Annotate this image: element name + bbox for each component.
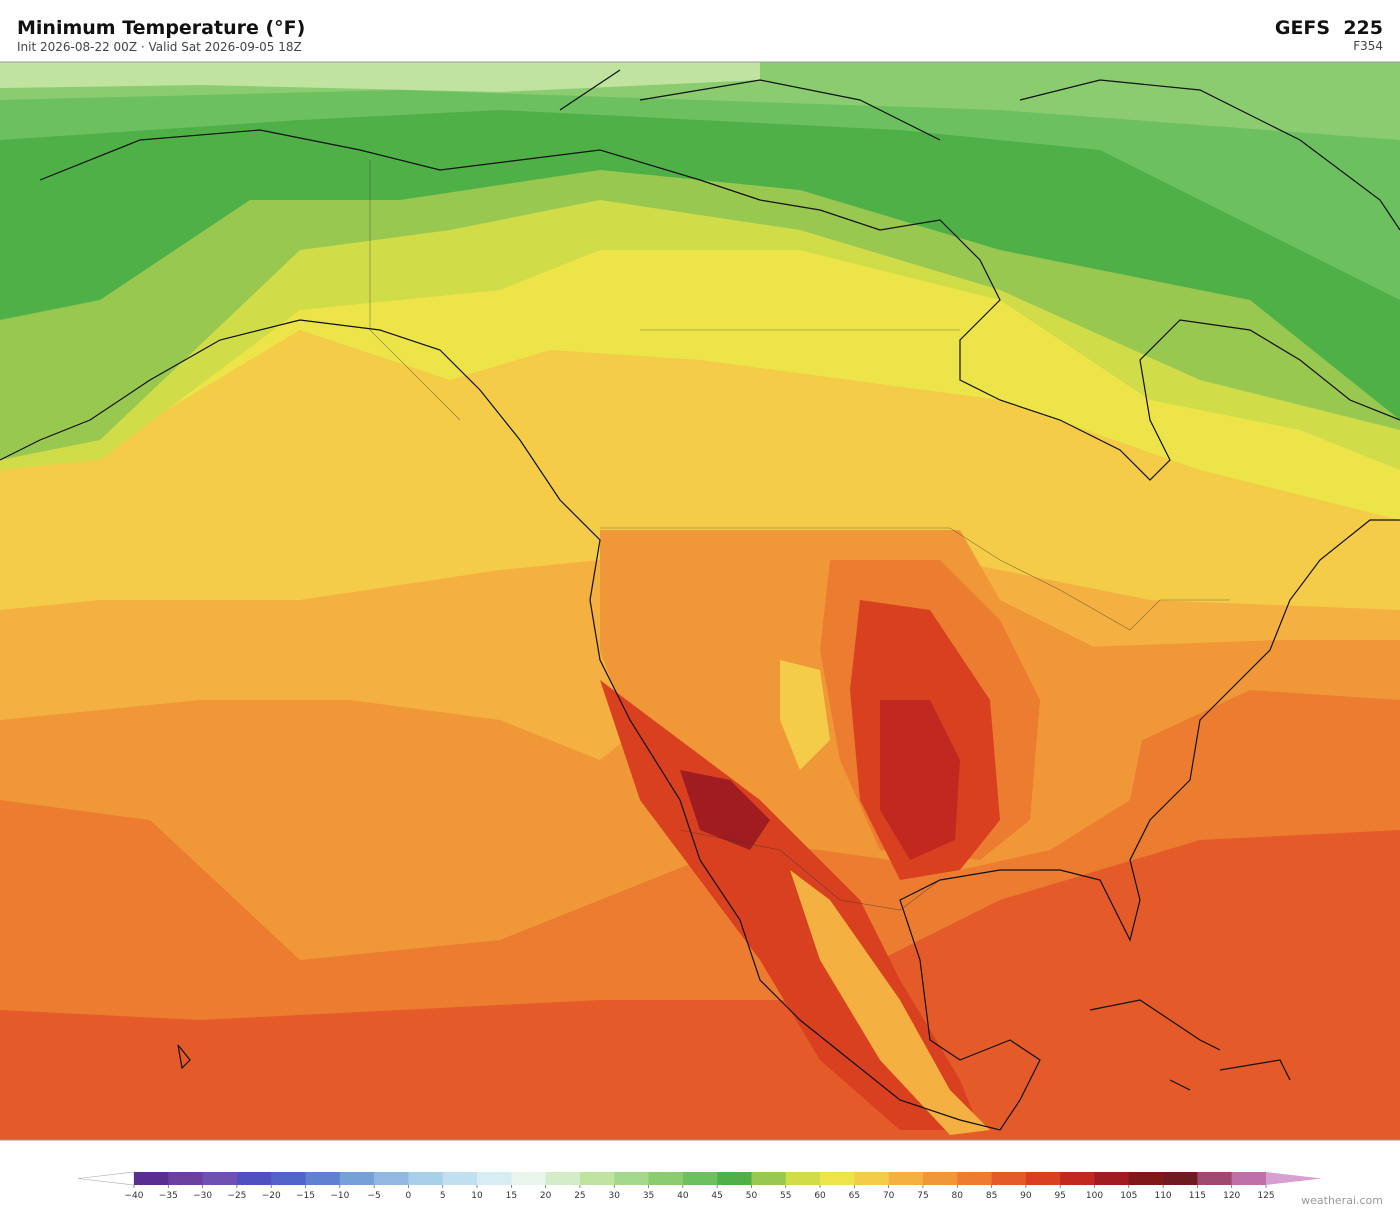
subtitle: Init 2026-08-22 00Z · Valid Sat 2026-09-… <box>17 40 302 54</box>
colorbar-segment <box>202 1172 238 1185</box>
coastline <box>0 319 1400 1131</box>
colorbar-over <box>1266 1172 1322 1185</box>
colorbar-segment <box>305 1172 341 1185</box>
coastline <box>39 129 1400 481</box>
colorbar-segment <box>648 1172 684 1185</box>
colorbar-tick-label: −40 <box>125 1191 144 1201</box>
field-band <box>0 62 760 92</box>
colorbar-segment <box>991 1172 1027 1185</box>
colorbar-segment <box>1163 1172 1198 1185</box>
colorbar-segment <box>854 1172 889 1185</box>
colorbar-segment <box>957 1172 992 1185</box>
colorbar-segment <box>922 1172 958 1185</box>
colorbar-tick-label: 55 <box>780 1191 791 1201</box>
colorbar-segment <box>1197 1172 1232 1185</box>
colorbar-tick-label: 45 <box>711 1191 722 1201</box>
field-land <box>880 700 960 860</box>
forecast-hour: F354 <box>1353 39 1383 53</box>
colorbar-tick-label: −5 <box>367 1191 380 1201</box>
field-band <box>0 62 1400 300</box>
colorbar-segment <box>1231 1172 1267 1185</box>
colorbar-segment <box>271 1172 306 1185</box>
colorbar-segment <box>888 1172 924 1185</box>
map <box>0 62 1400 1140</box>
colorbar-segment <box>1060 1172 1095 1185</box>
colorbar-tick-label: −15 <box>296 1191 315 1201</box>
colorbar-segment <box>511 1172 546 1185</box>
colorbar-tick-label: 25 <box>574 1191 585 1201</box>
coastline <box>177 999 1291 1091</box>
colorbar-tick-label: 85 <box>986 1191 997 1201</box>
watermark: weatherai.com <box>1301 1194 1383 1207</box>
colorbar-tick-label: 105 <box>1120 1191 1137 1201</box>
colorbar-segment <box>1025 1172 1061 1185</box>
border <box>369 160 1230 911</box>
colorbar-tick-label: 110 <box>1154 1191 1171 1201</box>
colorbar-tick-label: 35 <box>643 1191 654 1201</box>
colorbar-segment <box>717 1172 752 1185</box>
colorbar-tick-label: 40 <box>677 1191 689 1201</box>
colorbar-segment <box>1094 1172 1130 1185</box>
field-land <box>790 870 990 1135</box>
colorbar-tick-label: 95 <box>1054 1191 1065 1201</box>
colorbar-tick-label: 75 <box>917 1191 928 1201</box>
colorbar-under <box>77 1171 135 1186</box>
colorbar-tick-label: −20 <box>262 1191 281 1201</box>
colorbar-tick-label: 70 <box>883 1191 895 1201</box>
colorbar-segment <box>1128 1172 1164 1185</box>
colorbar-tick-label: 80 <box>952 1191 964 1201</box>
colorbar-segment <box>682 1172 718 1185</box>
colorbar-segment <box>442 1172 478 1185</box>
colorbar-tick-label: 0 <box>406 1191 412 1201</box>
colorbar-tick-label: 100 <box>1086 1191 1103 1201</box>
colorbar: −40 −35 −30 −25 −20 −15 −10 −5 0 5 10 15 20 25 30 35 40 4… <box>77 1171 1322 1201</box>
colorbar-tick-label: 125 <box>1257 1191 1274 1201</box>
field-land <box>780 660 830 770</box>
colorbar-segment <box>614 1172 649 1185</box>
colorbar-tick-label: −25 <box>227 1191 246 1201</box>
colorbar-tick-label: 50 <box>746 1191 758 1201</box>
colorbar-segment <box>785 1172 821 1185</box>
colorbar-tick-label: 10 <box>471 1191 483 1201</box>
field-band <box>0 62 1400 420</box>
field-land <box>680 770 770 850</box>
colorbar-tick-label: 60 <box>814 1191 826 1201</box>
colorbar-tick-label: 90 <box>1020 1191 1032 1201</box>
colorbar-tick-label: −10 <box>330 1191 349 1201</box>
coastline <box>559 69 1400 231</box>
colorbar-tick-label: 30 <box>609 1191 621 1201</box>
colorbar-segment <box>477 1172 512 1185</box>
colorbar-tick-label: 65 <box>849 1191 860 1201</box>
colorbar-segment <box>339 1172 375 1185</box>
colorbar-segment <box>236 1172 272 1185</box>
colorbar-tick-label: −35 <box>159 1191 178 1201</box>
colorbar-tick-label: 5 <box>440 1191 446 1201</box>
colorbar-segment <box>408 1172 444 1185</box>
colorbar-segment <box>579 1172 615 1185</box>
colorbar-segment <box>820 1172 855 1185</box>
title: Minimum Temperature (°F) <box>17 17 305 39</box>
colorbar-segment <box>374 1172 409 1185</box>
colorbar-segment <box>168 1172 203 1185</box>
colorbar-tick-label: 15 <box>506 1191 517 1201</box>
colorbar-tick-label: 20 <box>540 1191 552 1201</box>
colorbar-tick-label: 120 <box>1223 1191 1240 1201</box>
colorbar-tick-label: −30 <box>193 1191 212 1201</box>
colorbar-tick-label: 115 <box>1189 1191 1206 1201</box>
colorbar-segment <box>134 1172 169 1185</box>
colorbar-segment <box>751 1172 787 1185</box>
model-name: GEFS 225 <box>1275 17 1383 39</box>
colorbar-segment <box>545 1172 581 1185</box>
